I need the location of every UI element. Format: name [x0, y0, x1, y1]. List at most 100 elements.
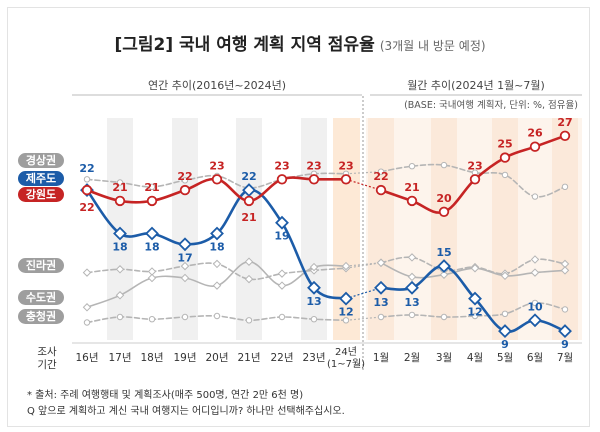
gangwon-label-11: 20 — [436, 192, 452, 205]
series-2-point-11 — [438, 206, 450, 218]
gangwon-label-13: 25 — [497, 138, 512, 151]
series-5-point-0 — [83, 319, 91, 326]
series-5-point-9 — [377, 313, 385, 321]
series-1-point-7 — [307, 280, 321, 295]
series-0-point-2 — [148, 183, 156, 191]
x-tick-7: 23년 — [302, 352, 325, 364]
gangwon-label-9: 22 — [373, 170, 388, 183]
gangwon-label-12: 23 — [467, 159, 482, 172]
series-5-point-11 — [440, 313, 448, 321]
legend-pill-4 — [18, 290, 64, 305]
series-5-point-14 — [531, 299, 539, 307]
series-1-point-10 — [405, 280, 419, 295]
series-5-point-8 — [342, 317, 350, 324]
x-tick-12: 4월 — [467, 352, 483, 364]
series-5-point-6 — [278, 313, 286, 321]
series-1-point-13 — [498, 324, 512, 339]
series-2-point-6 — [276, 174, 288, 185]
series-3-point-3 — [180, 261, 190, 271]
series-1-point-1 — [113, 226, 127, 241]
series-1-point-11 — [437, 259, 451, 274]
series-4-point-14 — [530, 268, 540, 277]
series-0-point-11 — [440, 161, 448, 169]
series-0-point-9 — [377, 168, 385, 175]
legend-pill-3 — [18, 258, 64, 273]
jeju-label-11: 15 — [436, 246, 451, 259]
series-1-point-2 — [145, 226, 159, 241]
series-1-point-8 — [339, 291, 353, 306]
series-0-point-1 — [116, 179, 124, 186]
x-tick-2: 18년 — [140, 352, 163, 364]
series-0-point-14 — [531, 193, 539, 200]
series-1-point-12 — [468, 291, 482, 306]
series-2-point-12 — [469, 174, 481, 185]
gangwon-label-6: 23 — [274, 159, 289, 172]
footnote-question: Q 앞으로 계획하고 계신 국내 여행지는 어디입니까? 하나만 선택해주십시오… — [27, 406, 345, 417]
gangwon-label-0: 22 — [79, 201, 94, 214]
gangwon-label-15: 27 — [557, 116, 572, 129]
series-4-point-4 — [212, 281, 222, 290]
x-tick-6: 22년 — [270, 352, 293, 364]
chart-title: [그림2] 국내 여행 계획 지역 점유율 — [114, 35, 375, 55]
gangwon-label-8: 23 — [338, 159, 353, 172]
jeju-label-5: 22 — [241, 170, 256, 183]
gangwon-label-14: 26 — [527, 127, 543, 140]
legend-pill-5 — [18, 309, 64, 324]
series-5-point-2 — [148, 316, 156, 323]
year-band-1 — [172, 118, 198, 340]
series-5-point-5 — [245, 317, 253, 324]
series-connector-4 — [345, 262, 382, 267]
series-0-point-13 — [501, 171, 509, 179]
x-tick-14: 6월 — [527, 352, 543, 364]
series-3-point-5 — [244, 274, 254, 284]
month-band-3 — [552, 118, 578, 340]
series-4-point-8 — [341, 261, 351, 271]
series-5-point-7 — [310, 316, 318, 323]
gangwon-label-2: 21 — [144, 181, 159, 194]
jeju-label-0: 22 — [79, 162, 94, 175]
series-2-point-14 — [529, 141, 541, 152]
series-3-point-6 — [277, 269, 287, 278]
month-band-2 — [492, 118, 518, 340]
x-tick-9: 1월 — [373, 352, 389, 364]
monthly-section-label: 월간 추이(2024년 1월~7월) — [407, 79, 545, 92]
series-1-point-15 — [558, 324, 572, 339]
series-3-point-1 — [115, 265, 125, 274]
series-4-point-0 — [82, 303, 92, 312]
month-band-0 — [368, 118, 394, 340]
series-4-point-3 — [180, 273, 190, 283]
x-tick-8-b: (1~7월) — [327, 358, 365, 370]
series-4-point-10 — [407, 272, 417, 282]
series-4-point-7 — [309, 262, 319, 272]
series-3-point-14 — [530, 255, 540, 264]
series-3-point-4 — [212, 259, 222, 269]
series-5-point-3 — [181, 313, 189, 321]
x-tick-0: 16년 — [75, 352, 98, 364]
jeju-label-7: 13 — [306, 295, 321, 308]
legend-pill-0 — [18, 153, 64, 168]
year-band-2 — [236, 118, 262, 340]
footnotes: * 출처: 주례 여행행태 및 계획조사(매주 500명, 연간 2만 6천 명… — [27, 388, 345, 420]
series-4-point-1 — [115, 291, 125, 300]
series-1-point-9 — [374, 280, 388, 295]
series-5-point-15 — [561, 306, 569, 313]
series-1-point-14 — [528, 313, 542, 328]
series-2-point-10 — [406, 195, 418, 207]
series-4-point-9 — [376, 258, 386, 268]
series-4-point-13 — [500, 271, 510, 281]
jeju-label-10: 13 — [404, 296, 419, 309]
series-2-point-2 — [146, 195, 158, 207]
x-tick-15: 7월 — [557, 352, 573, 364]
legend-label-1: 제주도 — [26, 171, 56, 185]
series-5-point-4 — [213, 312, 221, 320]
series-5-point-12 — [471, 312, 479, 320]
base-note: (BASE: 국내여행 계획자, 단위: %, 점유율) — [404, 99, 578, 111]
series-0-point-0 — [83, 176, 91, 183]
series-2-point-0 — [81, 184, 93, 196]
series-2-point-4 — [211, 174, 223, 185]
x-axis-title-line2: 기간 — [37, 359, 57, 371]
series-2-point-13 — [499, 152, 511, 163]
series-5-point-10 — [408, 311, 416, 319]
jeju-label-13: 9 — [501, 338, 509, 351]
